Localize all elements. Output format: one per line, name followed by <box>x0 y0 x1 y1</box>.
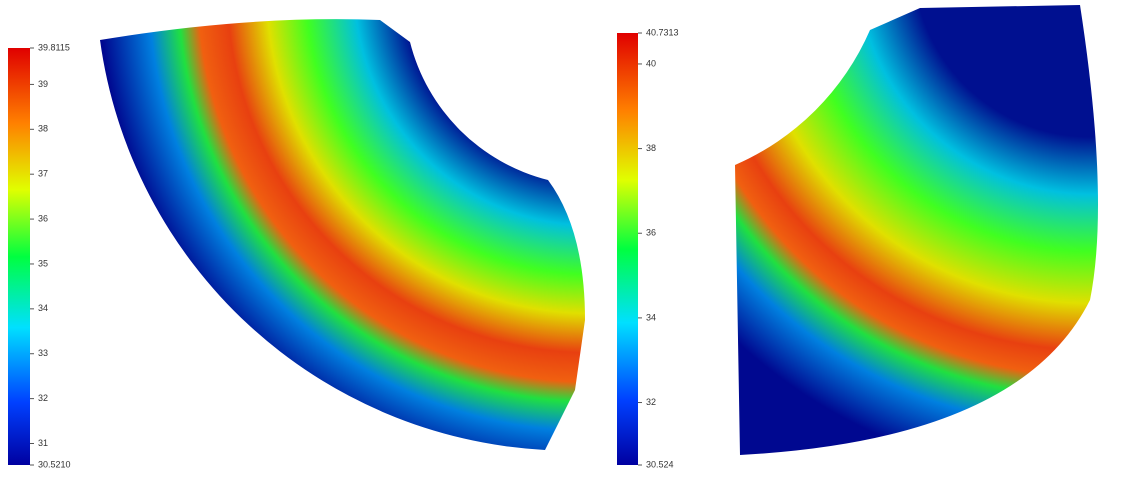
colorbar-tick-label: 32 <box>646 397 656 407</box>
colorbar-tick-label: 33 <box>38 348 48 358</box>
colorbar-left <box>8 48 30 465</box>
contour-plot-right <box>735 5 1098 455</box>
colorbar-tick-label: 39.8115 <box>38 42 70 52</box>
colorbar-right <box>617 33 638 465</box>
colorbar-tick-label: 36 <box>38 213 48 223</box>
colorbar-tick-label: 40 <box>646 58 656 68</box>
colorbar-tick-label: 30.524 <box>646 459 674 469</box>
colorbar-tick-label: 34 <box>38 303 48 313</box>
colorbar-tick-label: 32 <box>38 393 48 403</box>
contour-plot-left <box>100 19 585 451</box>
colorbar-tick-label: 40.7313 <box>646 27 679 37</box>
colorbar-tick-label: 37 <box>38 169 48 179</box>
colorbar-tick-label: 35 <box>38 258 48 268</box>
colorbar-tick-label: 31 <box>38 438 48 448</box>
colorbar-tick-label: 30.5210 <box>38 459 71 469</box>
colorbar-tick-label: 38 <box>646 143 656 153</box>
colorbar-tick-label: 36 <box>646 228 656 238</box>
colorbar-tick-label: 34 <box>646 312 656 322</box>
colorbar-tick-label: 38 <box>38 124 48 134</box>
colorbar-tick-label: 39 <box>38 79 48 89</box>
